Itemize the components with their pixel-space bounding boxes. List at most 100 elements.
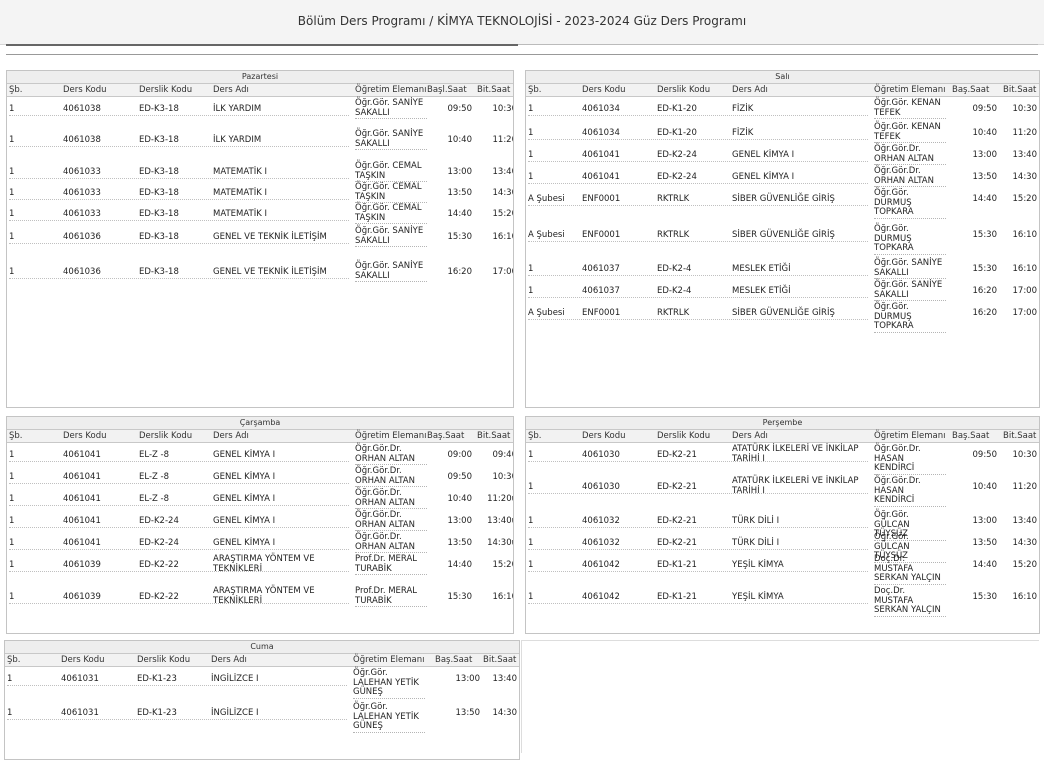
row-divider: [7, 719, 347, 720]
cell-ogretim-elemani: Doç.Dr. MUSTAFA SERKAN YALÇIN: [874, 554, 946, 585]
cell-ders-kodu: 4061032: [582, 538, 620, 548]
col-derslik-kodu-header[interactable]: Derslik Kodu: [139, 85, 193, 95]
cell-ders-adi: MATEMATİK I: [213, 188, 268, 198]
cell-bit-saat: 16:10: [492, 592, 514, 602]
cell-ders-adi: ARAŞTIRMA YÖNTEM VE TEKNİKLERİ: [213, 586, 315, 606]
col-ders-adi-header[interactable]: Ders Adı: [211, 655, 247, 665]
header-divider-right: [518, 44, 1038, 45]
panel-pazartesi: Pazartesi Şb. Ders Kodu Derslik Kodu Ders Ad…: [6, 70, 514, 408]
cell-derslik-kodu: ED-K3-18: [139, 232, 179, 242]
cell-sb: A Şubesi: [528, 230, 565, 240]
row-divider: [9, 243, 349, 244]
cell-sb: 1: [9, 188, 15, 198]
row-divider: [528, 205, 868, 206]
cell-derslik-kodu: ED-K3-18: [139, 209, 179, 219]
cell-ders-adi: ATATÜRK İLKELERİ VE İNKİLAP TARİHİ I: [732, 444, 859, 464]
day-title-pazartesi: Pazartesi: [7, 71, 513, 84]
row-divider: [528, 493, 868, 494]
col-bas-saat-header[interactable]: Başl.Saat: [427, 85, 467, 95]
col-bas-saat-header[interactable]: Baş.Saat: [952, 85, 990, 95]
col-ders-adi-header[interactable]: Ders Adı: [213, 431, 249, 441]
col-ogretim-elemani-header[interactable]: Öğretim Elemanı: [355, 85, 427, 95]
col-bit-saat-header[interactable]: Bit.Saat: [477, 85, 511, 95]
col-ders-kodu-header[interactable]: Ders Kodu: [63, 85, 107, 95]
col-ders-kodu-header[interactable]: Ders Kodu: [582, 85, 626, 95]
col-ogretim-elemani-header[interactable]: Öğretim Elemanı: [874, 85, 946, 95]
cell-bit-saat: 09:40: [492, 450, 514, 460]
cell-bit-saat: 13:40u: [487, 516, 513, 526]
cell-ders-kodu: 4061041: [582, 172, 620, 182]
cell-bas-saat: 15:30: [972, 230, 998, 240]
col-derslik-kodu-header[interactable]: Derslik Kodu: [657, 85, 711, 95]
col-derslik-kodu-header[interactable]: Derslik Kodu: [137, 655, 191, 665]
cell-ders-adi: GENEL KİMYA I: [213, 494, 276, 504]
col-ders-kodu-header[interactable]: Ders Kodu: [61, 655, 105, 665]
col-sb-header[interactable]: Şb.: [528, 431, 542, 441]
cell-ders-adi: SİBER GÜVENLİĞE GİRİŞ: [732, 308, 835, 318]
cell-ogretim-elemani: Öğr.Gör. CEMAL TAŞKIN: [355, 182, 427, 203]
cell-ders-adi: TÜRK DİLİ I: [732, 516, 780, 526]
col-ders-adi-header[interactable]: Ders Adı: [213, 85, 249, 95]
col-ogretim-elemani-header[interactable]: Öğretim Elemanı: [353, 655, 425, 665]
cell-sb: 1: [9, 209, 15, 219]
col-derslik-kodu-header[interactable]: Derslik Kodu: [139, 431, 193, 441]
cell-ogretim-elemani: Prof.Dr. MERAL TURABİK: [355, 554, 427, 575]
col-bit-saat-header[interactable]: Bit.Saat: [1003, 85, 1037, 95]
cell-bas-saat: 13:50: [447, 188, 473, 198]
col-sb-header[interactable]: Şb.: [528, 85, 542, 95]
cell-bas-saat: 13:00: [972, 516, 998, 526]
cell-ders-kodu: 4061034: [582, 104, 620, 114]
cell-ders-adi: YEŞİL KİMYA: [732, 560, 784, 570]
col-ders-kodu-header[interactable]: Ders Kodu: [582, 431, 626, 441]
col-sb-header[interactable]: Şb.: [9, 85, 23, 95]
column-header-row: Şb. Ders Kodu Derslik Kodu Ders Adı Öğretim …: [7, 430, 513, 443]
cell-ders-kodu: 4061041: [63, 494, 101, 504]
cell-ders-adi: MATEMATİK I: [213, 209, 268, 219]
cell-bas-saat: 09:50: [972, 450, 998, 460]
schedule-body: 1 4061031 ED-K1-23 İNGİLİZCE I Öğr.Gör. LALE…: [5, 667, 519, 759]
cell-bas-saat: 09:00: [447, 450, 473, 460]
row-divider: [9, 220, 349, 221]
col-ders-kodu-header[interactable]: Ders Kodu: [63, 431, 107, 441]
cell-ders-kodu: 4061036: [63, 232, 101, 242]
column-header-row: Şb. Ders Kodu Derslik Kodu Ders Adı Öğretim …: [7, 84, 513, 97]
cell-ders-adi: GENEL VE TEKNİK İLETİŞİM: [213, 267, 327, 277]
cell-bas-saat: 09:50: [447, 104, 473, 114]
column-header-row: Şb. Ders Kodu Derslik Kodu Ders Adı Öğretim …: [5, 654, 519, 667]
row-divider: [528, 571, 868, 572]
cell-ogretim-elemani: Öğr.Gör.Dr. ORHAN ALTAN: [355, 532, 427, 553]
cell-ders-adi: GENEL VE TEKNİK İLETİŞİM: [213, 232, 327, 242]
cell-ders-kodu: 4061031: [61, 674, 99, 684]
col-ogretim-elemani-header[interactable]: Öğretim Elemanı: [874, 431, 946, 441]
cell-derslik-kodu: ED-K1-21: [657, 560, 697, 570]
row-divider: [528, 183, 868, 184]
cell-ders-adi: GENEL KİMYA I: [732, 172, 795, 182]
cell-derslik-kodu: ED-K1-21: [657, 592, 697, 602]
cell-ders-adi: MESLEK ETİĞİ: [732, 264, 791, 274]
row-divider: [7, 685, 347, 686]
col-bit-saat-header[interactable]: Bit.Saat: [483, 655, 517, 665]
col-bas-saat-header[interactable]: Baş.Saat: [427, 431, 465, 441]
cell-derslik-kodu: RKTRLK: [657, 194, 690, 204]
col-bas-saat-header[interactable]: Baş.Saat: [952, 431, 990, 441]
row-divider: [9, 278, 349, 279]
cell-ders-adi: YEŞİL KİMYA: [732, 592, 784, 602]
cell-bas-saat: 10:40: [972, 482, 998, 492]
cell-ogretim-elemani: Öğr.Gör. SANİYE SAKALLI: [355, 98, 427, 119]
col-bas-saat-header[interactable]: Baş.Saat: [435, 655, 473, 665]
col-ogretim-elemani-header[interactable]: Öğretim Elemanı: [355, 431, 427, 441]
col-sb-header[interactable]: Şb.: [7, 655, 21, 665]
col-ders-adi-header[interactable]: Ders Adı: [732, 431, 768, 441]
panel-sali: Salı Şb. Ders Kodu Derslik Kodu Ders Adı Öğre…: [525, 70, 1040, 408]
day-title-cuma: Cuma: [5, 641, 519, 654]
cell-derslik-kodu: ED-K1-20: [657, 104, 697, 114]
col-ders-adi-header[interactable]: Ders Adı: [732, 85, 768, 95]
schedule-body: 1 4061038 ED-K3-18 İLK YARDIM Öğr.Gör. SANİY…: [7, 97, 513, 407]
cell-ders-adi: GENEL KİMYA I: [732, 150, 795, 160]
col-sb-header[interactable]: Şb.: [9, 431, 23, 441]
col-derslik-kodu-header[interactable]: Derslik Kodu: [657, 431, 711, 441]
col-bit-saat-header[interactable]: Bit.Saat: [477, 431, 511, 441]
col-bit-saat-header[interactable]: Bit.Saat: [1003, 431, 1037, 441]
cell-bit-saat: 17:00: [492, 267, 514, 277]
cell-ogretim-elemani: Prof.Dr. MERAL TURABİK: [355, 586, 427, 607]
